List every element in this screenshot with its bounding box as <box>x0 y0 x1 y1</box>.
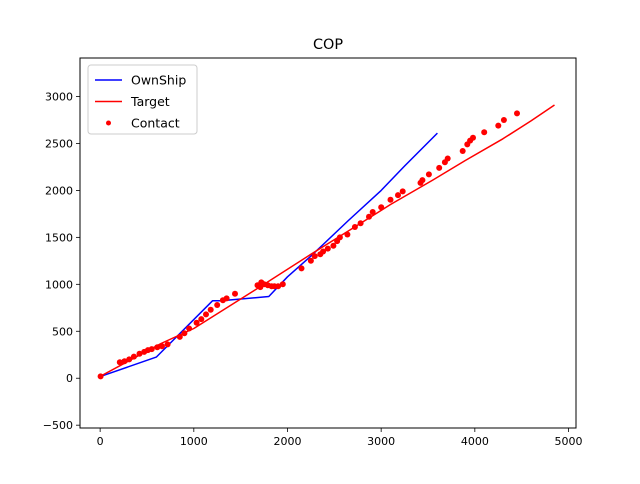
x-tick-label: 5000 <box>555 435 583 448</box>
y-tick-label: 0 <box>66 372 73 385</box>
y-tick-label: 2000 <box>45 184 73 197</box>
y-tick-label: 1500 <box>45 231 73 244</box>
legend: OwnShip Target Contact <box>87 64 198 135</box>
contact-point <box>514 110 520 117</box>
contact-point <box>159 343 165 350</box>
contact-point <box>320 248 327 255</box>
chart-title: COP <box>313 37 343 53</box>
contact-point <box>387 196 394 203</box>
contact-point <box>207 306 214 313</box>
plot-area <box>97 104 555 380</box>
contact-point <box>366 213 372 220</box>
contact-point <box>369 209 376 215</box>
contact-point <box>481 129 488 136</box>
x-tick-label: 1000 <box>180 435 208 448</box>
contact-point <box>176 333 183 340</box>
contact-point <box>330 242 337 249</box>
y-tick-label: 2500 <box>45 137 73 150</box>
contact-point <box>378 204 385 211</box>
contact-point <box>232 290 238 297</box>
y-tick-label: 1000 <box>45 278 73 291</box>
contact-point <box>444 155 451 162</box>
contact-point <box>357 220 364 227</box>
contact-point <box>136 350 143 357</box>
contact-point <box>425 171 432 178</box>
contact-point <box>298 265 305 272</box>
contact-point <box>198 316 205 323</box>
contact-point <box>500 117 507 123</box>
contact-point <box>459 148 466 154</box>
contact-point <box>470 134 476 141</box>
contact-point <box>311 253 318 260</box>
contact-point <box>214 302 221 308</box>
contact-point <box>181 330 188 337</box>
contact-point <box>279 281 286 288</box>
contact-point <box>395 192 401 199</box>
contact-point <box>307 257 314 264</box>
x-tick-label: 0 <box>97 435 104 448</box>
contact-point <box>116 359 123 366</box>
y-tick-label: 3000 <box>45 91 73 104</box>
contact-point <box>130 353 137 360</box>
contact-point <box>495 122 502 129</box>
x-tick-label: 2000 <box>273 435 301 448</box>
contact-point <box>186 325 193 332</box>
contact-point <box>436 164 443 171</box>
contact-point <box>399 188 406 195</box>
y-tick-label: 500 <box>52 325 73 338</box>
axes: 0 1000 2000 3000 4000 5000 −500 0 500 1000 1500 200… <box>43 57 583 448</box>
contact-point <box>351 224 358 230</box>
ownship-series-line <box>101 132 438 377</box>
y-tick-label: −500 <box>43 419 73 432</box>
legend-label-target: Target <box>130 94 170 109</box>
contact-point <box>324 245 331 252</box>
legend-label-ownship: OwnShip <box>131 73 186 88</box>
contact-point <box>203 311 209 318</box>
contact-point <box>419 177 426 184</box>
legend-label-contact: Contact <box>131 116 180 131</box>
axes-frame <box>79 57 577 429</box>
contact-point <box>154 344 161 351</box>
contact-point <box>126 356 133 363</box>
contact-point <box>121 358 128 365</box>
contact-point <box>164 341 171 348</box>
contact-point <box>193 319 200 326</box>
contact-point <box>97 373 104 380</box>
contact-point <box>275 283 282 290</box>
legend-box <box>87 64 198 135</box>
legend-swatch-contact <box>106 120 111 126</box>
contact-point <box>223 295 230 302</box>
contact-point <box>336 234 343 241</box>
x-tick-label: 3000 <box>367 435 395 448</box>
contact-point <box>148 346 155 353</box>
contact-point <box>344 231 351 238</box>
x-tick-label: 4000 <box>461 435 489 448</box>
